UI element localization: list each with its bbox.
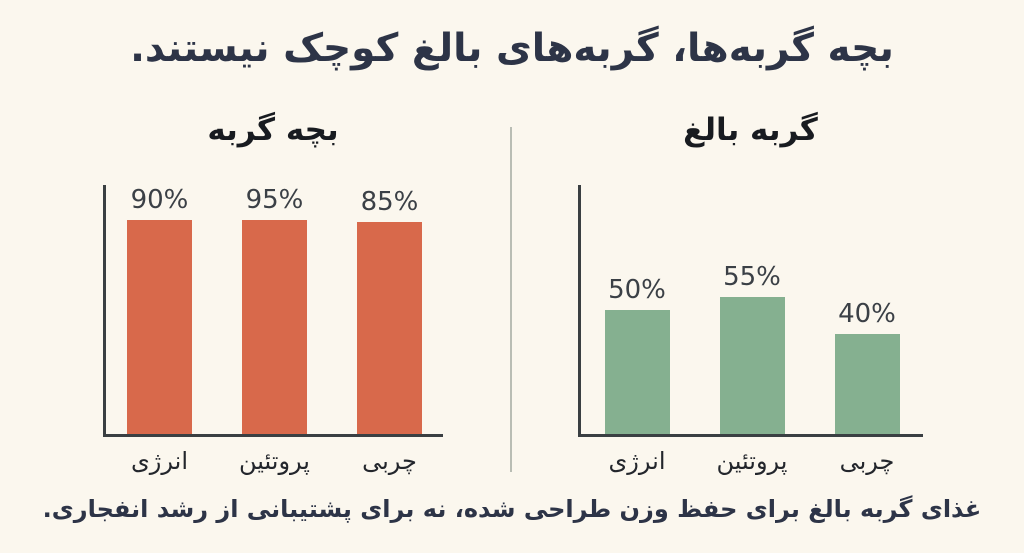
bar-column-fat: 40% چربی — [834, 185, 900, 475]
bar-value-label: 90% — [130, 185, 189, 215]
kitten-bar-chart: 90% انرژی 95% پروتئین 85% چربی — [103, 185, 443, 475]
bar-energy — [127, 220, 192, 434]
bar-protein — [242, 220, 307, 434]
kitten-chart-title: بچه گربه — [207, 112, 339, 148]
bar-energy — [604, 309, 670, 434]
bar-fat — [834, 334, 900, 434]
category-label-energy: انرژی — [131, 447, 188, 475]
bar-column-protein: 55% پروتئین — [717, 185, 788, 475]
panel-divider — [510, 127, 512, 472]
bar-column-energy: 90% انرژی — [127, 185, 192, 475]
bar-column-energy: 50% انرژی — [604, 185, 670, 475]
category-label-protein: پروتئین — [716, 447, 788, 475]
adult-cat-chart-title: گربه بالغ — [683, 112, 818, 148]
bar-value-label: 85% — [360, 187, 419, 218]
bar-value-label: 50% — [608, 274, 666, 305]
bar-column-fat: 85% چربی — [357, 185, 422, 475]
category-label-energy: انرژی — [608, 447, 666, 475]
bar-protein — [719, 297, 785, 434]
page-title: بچه گربه‌ها، گربه‌های بالغ کوچک نیستند. — [130, 26, 894, 71]
category-label-fat: چربی — [839, 447, 895, 475]
bar-fat — [357, 222, 422, 434]
adult-cat-bar-chart: 50% انرژی 55% پروتئین 40% چربی — [578, 185, 923, 475]
bar-column-protein: 95% پروتئین — [239, 185, 310, 475]
bar-value-label: 40% — [838, 299, 896, 330]
category-label-protein: پروتئین — [239, 447, 310, 475]
category-label-fat: چربی — [362, 447, 417, 475]
bar-value-label: 55% — [723, 262, 781, 293]
footer-caption: غذای گربه بالغ برای حفظ وزن طراحی شده، ن… — [42, 495, 982, 523]
bar-value-label: 95% — [245, 185, 304, 215]
